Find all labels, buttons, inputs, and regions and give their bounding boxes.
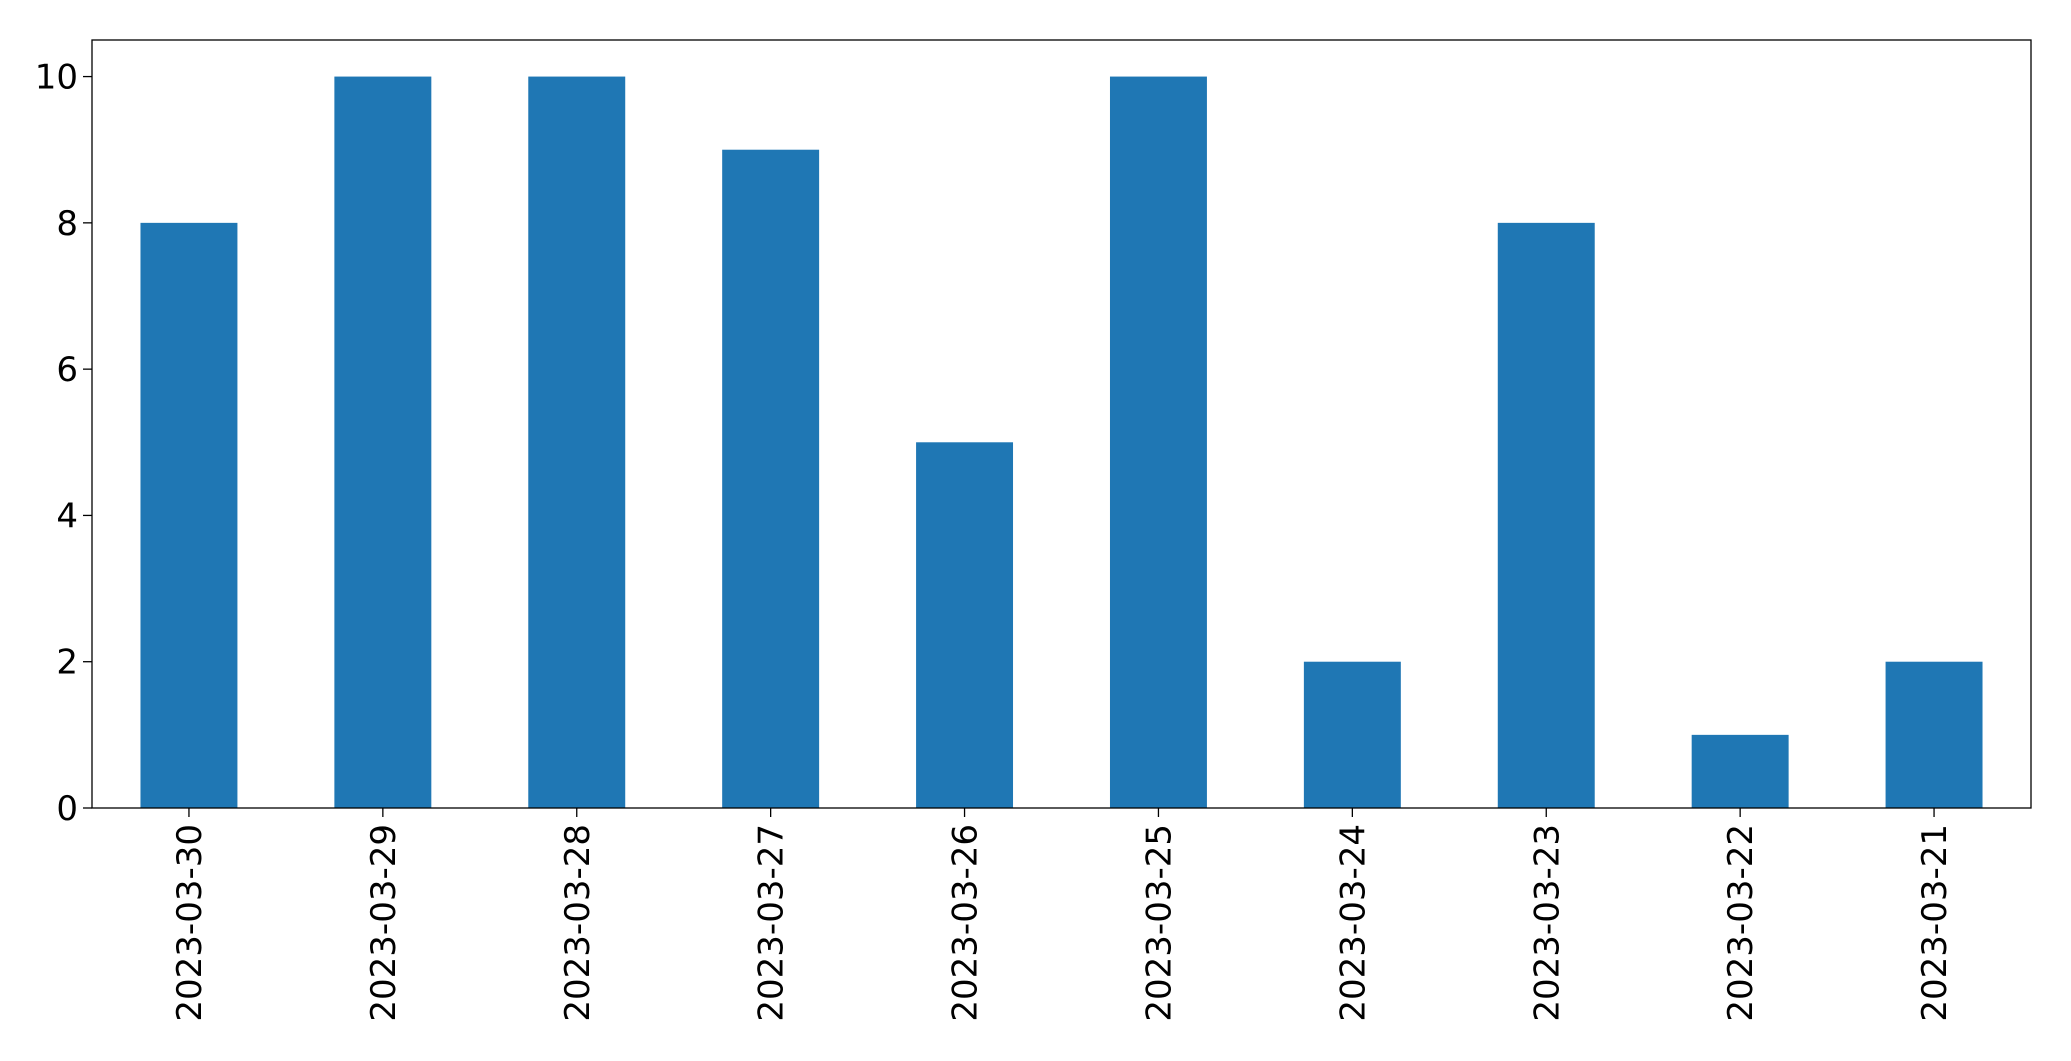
x-tick-label: 2023-03-26: [946, 824, 986, 1022]
y-tick-label: 6: [56, 350, 78, 390]
y-tick-label: 0: [56, 789, 78, 829]
x-tick-label: 2023-03-27: [752, 824, 792, 1022]
y-tick-label: 10: [35, 58, 78, 98]
x-tick-label: 2023-03-22: [1721, 824, 1761, 1022]
x-tick-label: 2023-03-29: [364, 824, 404, 1022]
y-tick-label: 2: [56, 643, 78, 683]
y-tick-label: 8: [56, 204, 78, 244]
x-tick-label: 2023-03-25: [1139, 824, 1179, 1022]
bar: [1691, 734, 1789, 808]
bar: [528, 76, 626, 809]
x-tick-label: 2023-03-23: [1527, 824, 1567, 1022]
y-tick-label: 4: [56, 496, 78, 536]
x-tick-label: 2023-03-21: [1915, 824, 1955, 1022]
bar: [1303, 661, 1401, 808]
bar: [1109, 76, 1207, 809]
bar: [334, 76, 432, 809]
bar: [140, 222, 238, 808]
bar: [1497, 222, 1595, 808]
x-tick-label: 2023-03-24: [1333, 824, 1373, 1022]
plot-frame: [91, 39, 2032, 809]
bar: [722, 149, 820, 808]
bar: [916, 442, 1014, 808]
bar: [1885, 661, 1983, 808]
x-tick-label: 2023-03-28: [558, 824, 598, 1022]
x-tick-label: 2023-03-30: [170, 824, 210, 1022]
